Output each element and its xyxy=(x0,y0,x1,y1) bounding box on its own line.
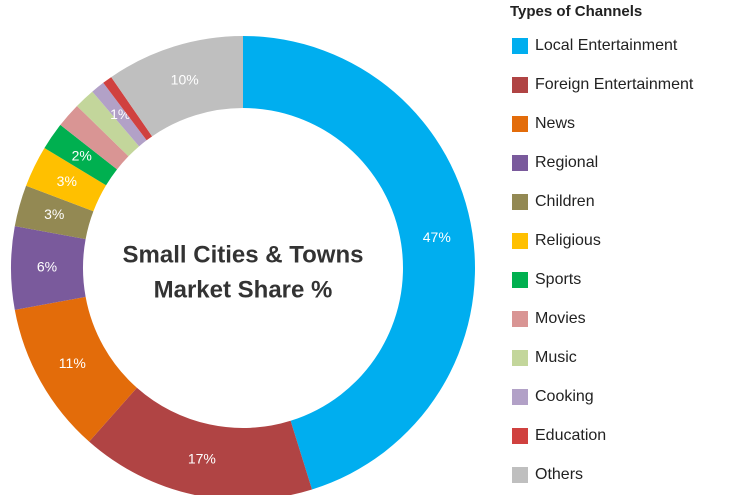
center-title: Market Share % xyxy=(154,276,333,303)
legend-label: Movies xyxy=(535,310,586,327)
legend-swatch xyxy=(512,116,528,132)
legend-label: Foreign Entertainment xyxy=(535,76,694,93)
legend-label: Cooking xyxy=(535,388,594,405)
legend-label: Sports xyxy=(535,271,581,288)
legend-label: Religious xyxy=(535,232,601,249)
legend-label: Education xyxy=(535,427,606,444)
legend-swatch xyxy=(512,155,528,171)
donut-slice xyxy=(92,82,147,147)
donut-slice xyxy=(26,147,107,212)
slice-label: 47% xyxy=(423,229,451,245)
legend-swatch xyxy=(512,467,528,483)
donut-slice xyxy=(44,124,118,186)
legend-label: Music xyxy=(535,349,577,366)
slice-label: 10% xyxy=(171,72,199,88)
legend-label: Others xyxy=(535,466,583,483)
center-title: Small Cities & Towns xyxy=(123,241,364,268)
donut-slice xyxy=(14,185,94,240)
donut-slice xyxy=(103,77,153,141)
slice-label: 3% xyxy=(57,173,77,189)
donut-slice xyxy=(243,36,476,490)
donut-slice xyxy=(14,296,137,442)
legend-label: News xyxy=(535,115,575,132)
legend-swatch xyxy=(512,38,528,54)
donut-slice xyxy=(60,105,129,170)
legend-label: Children xyxy=(535,193,595,210)
legend-label: Local Entertainment xyxy=(535,37,678,54)
slice-label: 17% xyxy=(188,450,216,466)
donut-slice xyxy=(11,226,86,310)
legend-label: Regional xyxy=(535,154,598,171)
slice-label: 2% xyxy=(72,147,92,163)
legend-swatch xyxy=(512,77,528,93)
slice-label: 6% xyxy=(37,259,57,275)
legend-swatch xyxy=(512,194,528,210)
slice-label: 3% xyxy=(44,206,64,222)
legend-swatch xyxy=(512,272,528,288)
slice-label: 11% xyxy=(59,355,86,371)
legend-swatch xyxy=(512,311,528,327)
donut-slice xyxy=(89,387,313,495)
donut-slice xyxy=(111,36,243,137)
legend-swatch xyxy=(512,233,528,249)
legend-swatch xyxy=(512,389,528,405)
legend-title: Types of Channels xyxy=(510,3,642,20)
donut-slice xyxy=(76,91,140,157)
legend-swatch xyxy=(512,350,528,366)
legend-swatch xyxy=(512,428,528,444)
